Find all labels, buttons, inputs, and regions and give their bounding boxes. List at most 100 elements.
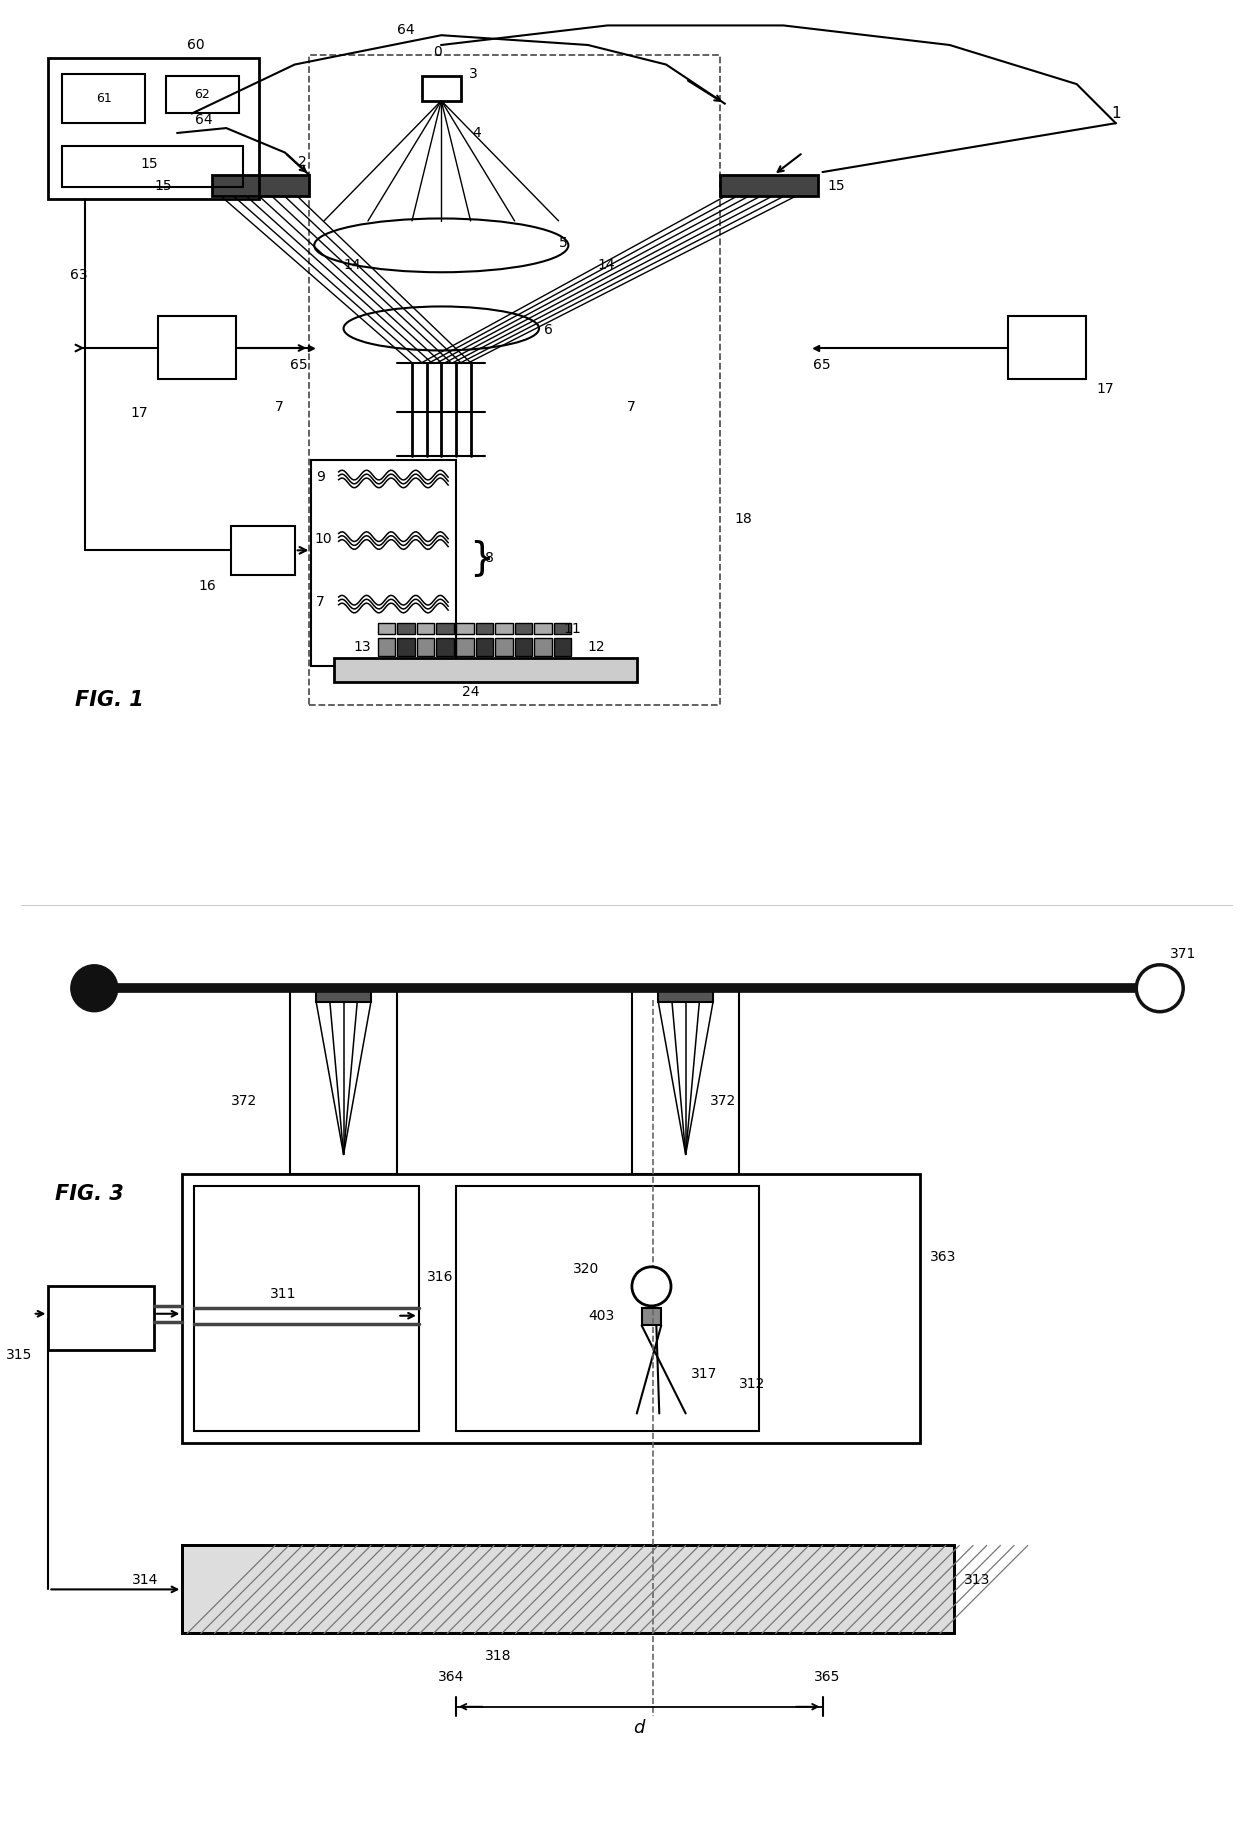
Text: 320: 320: [573, 1261, 599, 1276]
Text: 1: 1: [1111, 106, 1121, 120]
Bar: [182, 1546, 955, 1633]
Bar: [311, 460, 456, 666]
Text: 62: 62: [193, 88, 210, 102]
Text: 7: 7: [316, 595, 325, 610]
Bar: [231, 526, 295, 575]
Bar: [62, 146, 243, 186]
Text: 0: 0: [434, 46, 443, 58]
Bar: [495, 622, 512, 635]
Text: 403: 403: [588, 1309, 614, 1323]
Text: 4: 4: [472, 126, 481, 141]
Text: 24: 24: [461, 684, 480, 699]
Text: 16: 16: [198, 579, 217, 593]
Text: 372: 372: [231, 1093, 258, 1108]
Text: FIG. 3: FIG. 3: [56, 1184, 124, 1203]
Text: 63: 63: [69, 268, 88, 281]
Bar: [475, 639, 494, 655]
Text: 317: 317: [691, 1367, 717, 1382]
Bar: [182, 1173, 920, 1444]
Text: 60: 60: [187, 38, 205, 51]
Bar: [495, 639, 512, 655]
Text: 313: 313: [965, 1573, 991, 1586]
Text: 64: 64: [397, 24, 415, 36]
Bar: [554, 639, 572, 655]
Text: 315: 315: [6, 1349, 32, 1361]
Text: }: }: [469, 538, 494, 577]
Text: 6: 6: [544, 323, 553, 338]
Text: 312: 312: [739, 1378, 766, 1391]
Bar: [436, 622, 454, 635]
Text: 14: 14: [598, 257, 615, 272]
Text: 314: 314: [131, 1573, 157, 1586]
Text: 65: 65: [812, 358, 831, 372]
Bar: [515, 639, 532, 655]
Text: d: d: [634, 1719, 645, 1737]
Bar: [475, 622, 494, 635]
Text: 5: 5: [558, 237, 568, 250]
Bar: [534, 622, 552, 635]
Text: 364: 364: [438, 1670, 464, 1684]
Text: 13: 13: [353, 641, 371, 653]
Text: 318: 318: [485, 1648, 512, 1663]
Bar: [157, 316, 236, 380]
Text: 11: 11: [563, 622, 582, 635]
Bar: [417, 639, 434, 655]
Text: 61: 61: [97, 93, 112, 106]
Text: 7: 7: [275, 400, 284, 414]
Bar: [632, 991, 739, 1173]
Bar: [193, 1186, 419, 1431]
Bar: [515, 622, 532, 635]
Bar: [422, 77, 461, 100]
Bar: [456, 622, 474, 635]
Bar: [417, 622, 434, 635]
Text: 15: 15: [140, 157, 157, 172]
Bar: [290, 991, 397, 1173]
Text: 316: 316: [427, 1270, 453, 1283]
Text: FIG. 1: FIG. 1: [74, 690, 144, 710]
Bar: [62, 75, 145, 122]
Text: 365: 365: [815, 1670, 841, 1684]
Circle shape: [632, 1267, 671, 1307]
Text: 18: 18: [734, 513, 753, 526]
Bar: [378, 622, 396, 635]
Bar: [334, 657, 637, 683]
Bar: [456, 639, 474, 655]
Text: 7: 7: [627, 400, 636, 414]
Text: 363: 363: [930, 1250, 956, 1265]
Bar: [658, 989, 713, 1002]
Text: 14: 14: [343, 257, 361, 272]
Circle shape: [1136, 965, 1183, 1011]
Text: 3: 3: [469, 68, 477, 82]
Text: 372: 372: [711, 1093, 737, 1108]
Bar: [554, 622, 572, 635]
Bar: [436, 639, 454, 655]
Circle shape: [71, 965, 118, 1011]
Text: 311: 311: [270, 1287, 296, 1301]
Text: 371: 371: [1169, 947, 1195, 962]
Bar: [456, 1186, 759, 1431]
Text: 15: 15: [827, 179, 844, 193]
Bar: [316, 989, 371, 1002]
Text: 10: 10: [314, 531, 332, 546]
Text: 65: 65: [290, 358, 308, 372]
Text: 9: 9: [316, 471, 325, 484]
Text: 12: 12: [588, 641, 605, 653]
Bar: [397, 622, 415, 635]
Bar: [182, 1546, 955, 1633]
Bar: [534, 639, 552, 655]
Bar: [212, 175, 309, 197]
Text: 17: 17: [130, 407, 148, 420]
Bar: [1008, 316, 1086, 380]
Text: 17: 17: [1096, 381, 1114, 396]
Bar: [397, 639, 415, 655]
Text: 64: 64: [195, 113, 212, 128]
Text: 2: 2: [298, 155, 306, 170]
Bar: [641, 1309, 661, 1325]
Text: 15: 15: [155, 179, 172, 193]
Bar: [309, 55, 720, 704]
Bar: [48, 1287, 154, 1350]
Bar: [166, 77, 239, 113]
Bar: [720, 175, 817, 197]
Text: 8: 8: [485, 551, 495, 566]
Bar: [48, 58, 258, 199]
